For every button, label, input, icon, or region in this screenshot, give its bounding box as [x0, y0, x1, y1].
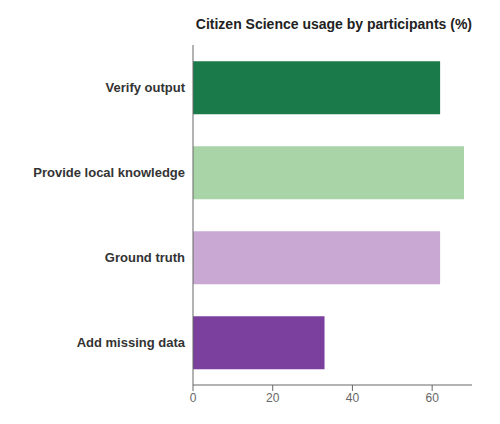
svg-text:Ground truth: Ground truth — [105, 250, 185, 265]
svg-text:Provide local knowledge: Provide local knowledge — [33, 165, 185, 180]
svg-text:Add missing data: Add missing data — [77, 335, 186, 350]
svg-text:20: 20 — [266, 391, 280, 405]
svg-text:Verify output: Verify output — [106, 80, 186, 95]
svg-text:40: 40 — [346, 391, 360, 405]
svg-text:60: 60 — [425, 391, 439, 405]
svg-text:0: 0 — [190, 391, 197, 405]
html-text:Citizen Science usage by parti: Citizen Science usage by participants (%… — [195, 16, 472, 32]
